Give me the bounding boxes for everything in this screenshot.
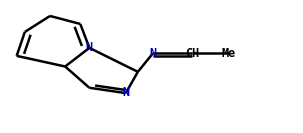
Text: N: N (122, 86, 129, 99)
Text: Me: Me (221, 47, 236, 60)
Text: N: N (149, 47, 157, 60)
Text: N: N (86, 41, 93, 54)
Text: CH: CH (185, 47, 200, 60)
